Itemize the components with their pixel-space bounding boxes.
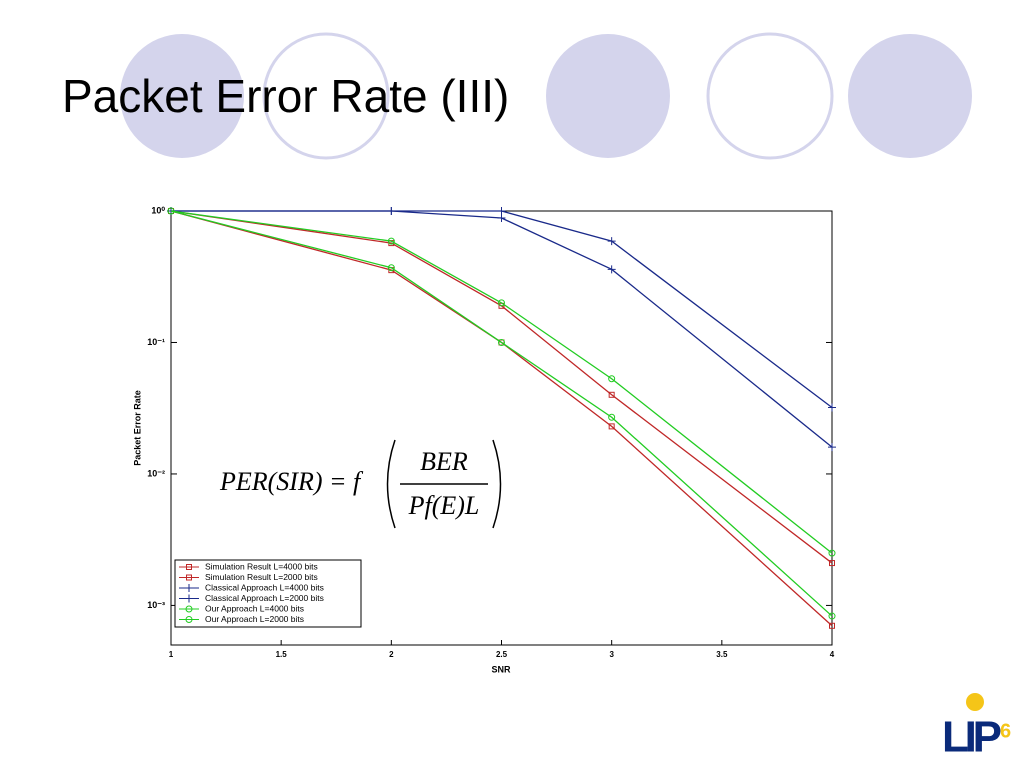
x-tick-label: 3.5 — [716, 650, 728, 659]
x-tick-label: 2.5 — [496, 650, 508, 659]
marker — [607, 237, 616, 246]
marker — [828, 443, 836, 452]
legend-marker — [186, 574, 192, 581]
marker — [498, 338, 505, 346]
legend-label: Our Approach L=2000 bits — [205, 614, 304, 624]
logo-text: LIP — [942, 713, 1002, 762]
slide-title: Packet Error Rate (III) — [62, 70, 509, 122]
series-line — [171, 210, 833, 409]
legend-label: Simulation Result L=2000 bits — [205, 572, 318, 582]
series-line — [171, 210, 833, 448]
decor-circle — [848, 34, 972, 158]
marker — [608, 391, 615, 398]
marker — [607, 265, 616, 274]
formula-denominator: Pf(E)L — [408, 491, 480, 520]
logo: LIP 6 — [942, 693, 1011, 762]
marker — [828, 549, 836, 557]
x-axis-label: SNR — [491, 664, 511, 674]
marker — [387, 264, 395, 272]
x-tick-label: 3 — [609, 650, 614, 659]
y-tick-label: 10⁰ — [151, 205, 165, 215]
marker — [828, 403, 836, 412]
x-tick-label: 4 — [830, 650, 835, 659]
formula-numerator: BER — [420, 447, 468, 476]
legend-label: Our Approach L=4000 bits — [205, 603, 304, 613]
decor-circle — [546, 34, 670, 158]
y-axis-label: Packet Error Rate — [132, 390, 142, 466]
series-line — [170, 210, 833, 617]
legend-label: Classical Approach L=2000 bits — [205, 593, 324, 603]
legend-marker — [185, 594, 193, 603]
marker — [608, 375, 616, 383]
y-tick-label: 10⁻³ — [147, 600, 165, 610]
marker — [829, 560, 835, 567]
logo-suffix: 6 — [1000, 720, 1011, 742]
legend-label: Classical Approach L=4000 bits — [205, 582, 324, 592]
x-tick-label: 2 — [389, 650, 394, 659]
legend-box — [174, 559, 362, 628]
x-tick-label: 1.5 — [276, 650, 288, 659]
marker — [497, 213, 506, 222]
marker — [608, 423, 615, 430]
legend-marker — [186, 564, 192, 570]
marker — [829, 622, 835, 629]
decor-circle — [706, 32, 834, 160]
marker — [387, 207, 396, 215]
legend-marker — [185, 616, 193, 623]
legend-marker — [185, 584, 193, 592]
legend-marker — [185, 605, 193, 613]
y-tick-label: 10⁻² — [147, 468, 165, 478]
formula: PER(SIR) = f BER Pf(E)L — [219, 439, 502, 529]
x-tick-label: 1 — [169, 650, 174, 659]
marker — [497, 207, 506, 215]
decor-circle — [120, 34, 244, 158]
formula-paren — [386, 439, 502, 529]
marker — [167, 207, 175, 215]
formula-lhs: PER(SIR) = f — [219, 467, 364, 496]
series-line — [170, 210, 833, 564]
marker — [387, 237, 395, 245]
logo-dot — [966, 693, 984, 711]
marker — [498, 299, 505, 307]
series-line — [170, 210, 833, 554]
y-tick-label: 10⁻¹ — [147, 337, 165, 347]
decor-circle — [262, 32, 390, 160]
marker — [828, 612, 836, 620]
marker — [608, 413, 616, 421]
legend-label: Simulation Result L=4000 bits — [205, 561, 318, 571]
